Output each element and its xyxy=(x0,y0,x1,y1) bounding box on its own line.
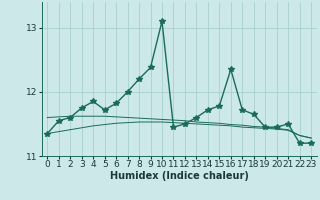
X-axis label: Humidex (Indice chaleur): Humidex (Indice chaleur) xyxy=(110,171,249,181)
